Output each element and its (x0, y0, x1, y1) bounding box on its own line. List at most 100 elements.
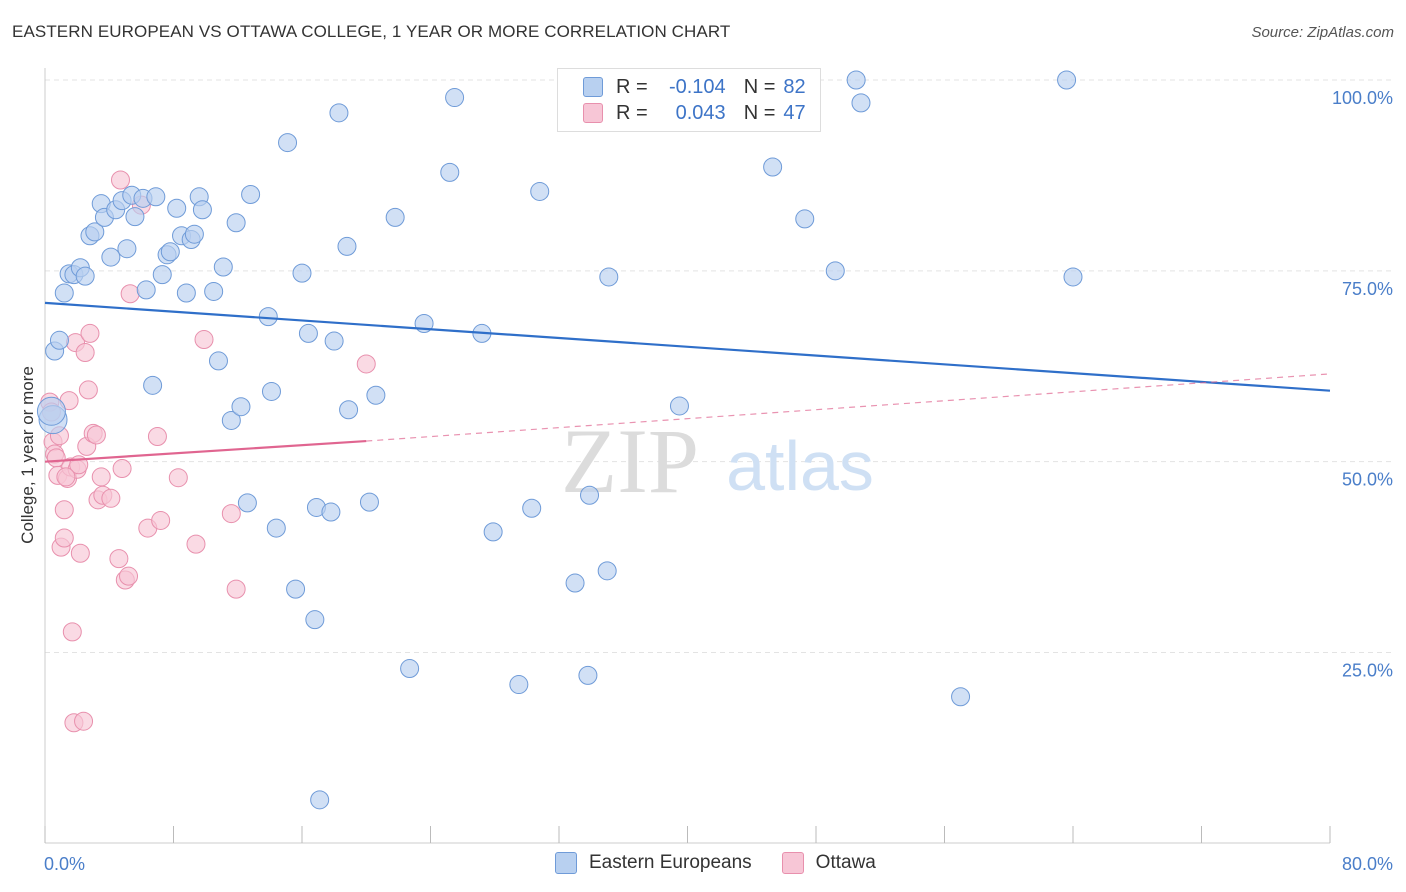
eastern-europeans-point (125, 207, 145, 227)
axes-layer: 25.0% 50.0% 75.0% 100.0% 0.0% 80.0% (44, 68, 1393, 874)
eastern-europeans-point (237, 493, 257, 513)
n-value-ottawa: 47 (783, 101, 806, 124)
legend-item-eastern-europeans[interactable]: Eastern Europeans (555, 852, 752, 874)
ottawa-point (101, 488, 121, 508)
eastern-europeans-point (278, 133, 298, 153)
eastern-europeans-point (310, 790, 330, 810)
ottawa-point (186, 534, 206, 554)
eastern-europeans-point (167, 198, 187, 218)
ottawa-point (91, 467, 111, 487)
eastern-europeans-point (286, 579, 306, 599)
eastern-europeans-point (851, 93, 871, 113)
ottawa-trendline (44, 439, 367, 463)
ottawa-point (80, 323, 100, 343)
eastern-europeans-point (669, 396, 689, 416)
ottawa-point (151, 510, 171, 530)
ottawa-point (56, 467, 76, 487)
ottawa-point (226, 579, 246, 599)
eastern-europeans-point (117, 239, 137, 259)
ottawa-point (119, 566, 139, 586)
legend-swatch-blue (583, 77, 603, 97)
eastern-europeans-point (146, 187, 166, 207)
ottawa-point (109, 549, 129, 569)
eastern-europeans-point (565, 573, 585, 593)
eastern-europeans-point (241, 185, 261, 204)
eastern-europeans-point (366, 385, 386, 405)
watermark-atlas: atlas (726, 427, 874, 505)
ottawa-point (356, 354, 376, 374)
source-label: Source: ZipAtlas.com (1251, 24, 1394, 41)
ottawa-point (112, 459, 132, 479)
eastern-europeans-point (578, 665, 598, 685)
r-label: R = (616, 75, 648, 98)
eastern-europeans-point (385, 207, 405, 227)
eastern-europeans-point (951, 687, 971, 707)
chart-title: EASTERN EUROPEAN VS OTTAWA COLLEGE, 1 YE… (12, 22, 731, 41)
eastern-europeans-point (75, 266, 95, 286)
eastern-europeans-point (221, 410, 241, 430)
eastern-europeans-point (329, 103, 349, 123)
trend-layer (44, 301, 1331, 463)
points-layer (36, 70, 1083, 810)
eastern-europeans-point (298, 323, 318, 343)
stats-legend-row-ottawa: R = 0.043 N = 47 (558, 100, 806, 126)
eastern-europeans-point (795, 209, 815, 229)
eastern-europeans-point (231, 397, 251, 417)
ottawa-point (194, 330, 214, 350)
r-value-ottawa: 0.043 (675, 101, 726, 124)
legend-item-ottawa[interactable]: Ottawa (781, 852, 876, 874)
eastern-europeans-point (261, 381, 281, 401)
eastern-europeans-point (597, 561, 617, 581)
ottawa-point (110, 170, 130, 190)
eastern-europeans-point (226, 213, 246, 233)
eastern-europeans-point (136, 280, 156, 300)
eastern-europeans-point (825, 261, 845, 281)
eastern-europeans-point (192, 200, 212, 220)
eastern-europeans-point (36, 396, 66, 426)
ottawa-point (78, 380, 98, 400)
legend-label-eastern-europeans: Eastern Europeans (589, 852, 752, 873)
eastern-europeans-point (292, 263, 312, 283)
stats-legend: R = -0.104 N = 82 R = 0.043 N = 47 (557, 68, 821, 132)
eastern-europeans-trendline (44, 301, 1331, 392)
eastern-europeans-point (143, 375, 163, 395)
eastern-europeans-point (49, 330, 69, 350)
eastern-europeans-point (599, 267, 619, 287)
eastern-europeans-point (522, 498, 542, 518)
eastern-europeans-point (1057, 70, 1077, 90)
y-tick-label: 75.0% (1342, 279, 1393, 299)
eastern-europeans-point (184, 224, 204, 244)
eastern-europeans-point (580, 485, 600, 505)
r-value-eastern: -0.104 (668, 75, 726, 98)
grid-layer (45, 79, 1392, 653)
legend-swatch-pink (583, 103, 603, 123)
eastern-europeans-point (54, 283, 74, 303)
n-label: N = (743, 75, 776, 98)
x-tick-label-min: 0.0% (44, 854, 85, 874)
eastern-europeans-point (208, 351, 228, 371)
r-label: R = (616, 101, 648, 124)
y-tick-label: 50.0% (1342, 470, 1393, 490)
eastern-europeans-point (846, 70, 866, 90)
legend-label-ottawa: Ottawa (815, 852, 876, 873)
stats-legend-row-eastern: R = -0.104 N = 82 (558, 74, 806, 100)
series-legend: Eastern Europeans Ottawa (555, 852, 906, 874)
ottawa-point (75, 343, 95, 363)
legend-swatch-blue (555, 852, 577, 874)
eastern-europeans-point (445, 88, 465, 108)
eastern-europeans-point (101, 247, 121, 267)
ottawa-point (120, 284, 140, 304)
eastern-europeans-point (266, 518, 286, 538)
ottawa-point (74, 711, 94, 731)
y-tick-label: 25.0% (1342, 661, 1393, 681)
eastern-europeans-point (339, 400, 359, 420)
ottawa-point (70, 543, 90, 563)
eastern-europeans-point (324, 331, 344, 351)
eastern-europeans-point (213, 257, 233, 277)
eastern-europeans-point (530, 181, 550, 201)
n-value-eastern: 82 (783, 75, 806, 98)
y-tick-label: 100.0% (1332, 88, 1393, 108)
ottawa-point (147, 426, 167, 446)
ottawa-trendline-extension (366, 373, 1331, 442)
ottawa-point (54, 528, 74, 548)
